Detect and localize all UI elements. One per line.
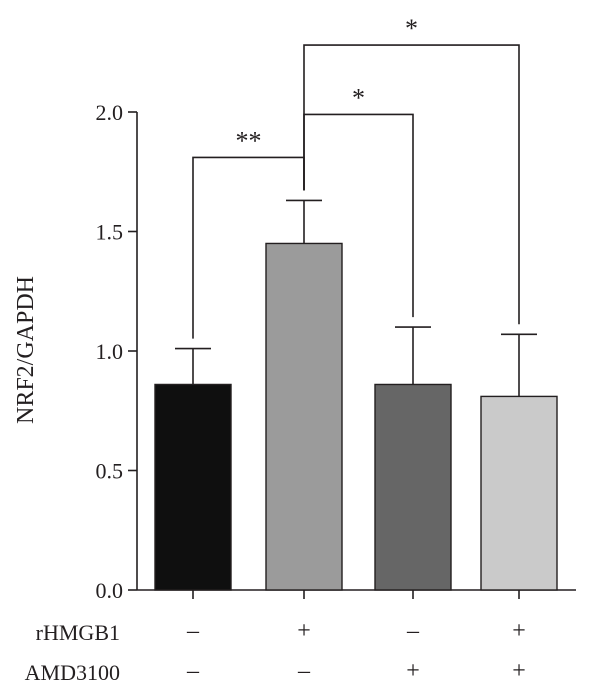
condition-label: rHMGB1 xyxy=(36,620,120,645)
y-axis-label: NRF2/GAPDH xyxy=(13,276,39,424)
significance-brackets: **** xyxy=(192,14,520,339)
condition-mark: – xyxy=(406,618,420,644)
y-tick-label: 0.0 xyxy=(96,578,124,603)
condition-mark: + xyxy=(297,618,311,644)
bars xyxy=(154,242,558,591)
y-tick-label: 1.0 xyxy=(96,339,124,364)
significance-label: * xyxy=(352,83,365,112)
condition-mark: – xyxy=(186,658,200,684)
significance-bracket xyxy=(303,44,520,325)
condition-mark: + xyxy=(512,618,526,644)
y-tick-label: 2.0 xyxy=(96,100,124,125)
significance-label: * xyxy=(405,14,418,43)
condition-mark: – xyxy=(297,658,311,684)
bar xyxy=(154,383,232,591)
bar xyxy=(374,383,452,591)
condition-mark: – xyxy=(186,618,200,644)
condition-table: rHMGB1 – + – + AMD3100 – – + + xyxy=(25,618,526,685)
error-bars xyxy=(175,199,537,397)
condition-label: AMD3100 xyxy=(25,660,120,685)
x-axis xyxy=(137,589,576,599)
significance-label: ** xyxy=(236,126,262,155)
y-tick-label: 1.5 xyxy=(96,220,124,245)
bar xyxy=(480,395,558,591)
condition-mark: + xyxy=(512,658,526,684)
y-axis: 0.0 0.5 1.0 1.5 2.0 xyxy=(96,100,138,603)
bar xyxy=(265,242,343,591)
condition-mark: + xyxy=(406,658,420,684)
y-tick-label: 0.5 xyxy=(96,459,124,484)
